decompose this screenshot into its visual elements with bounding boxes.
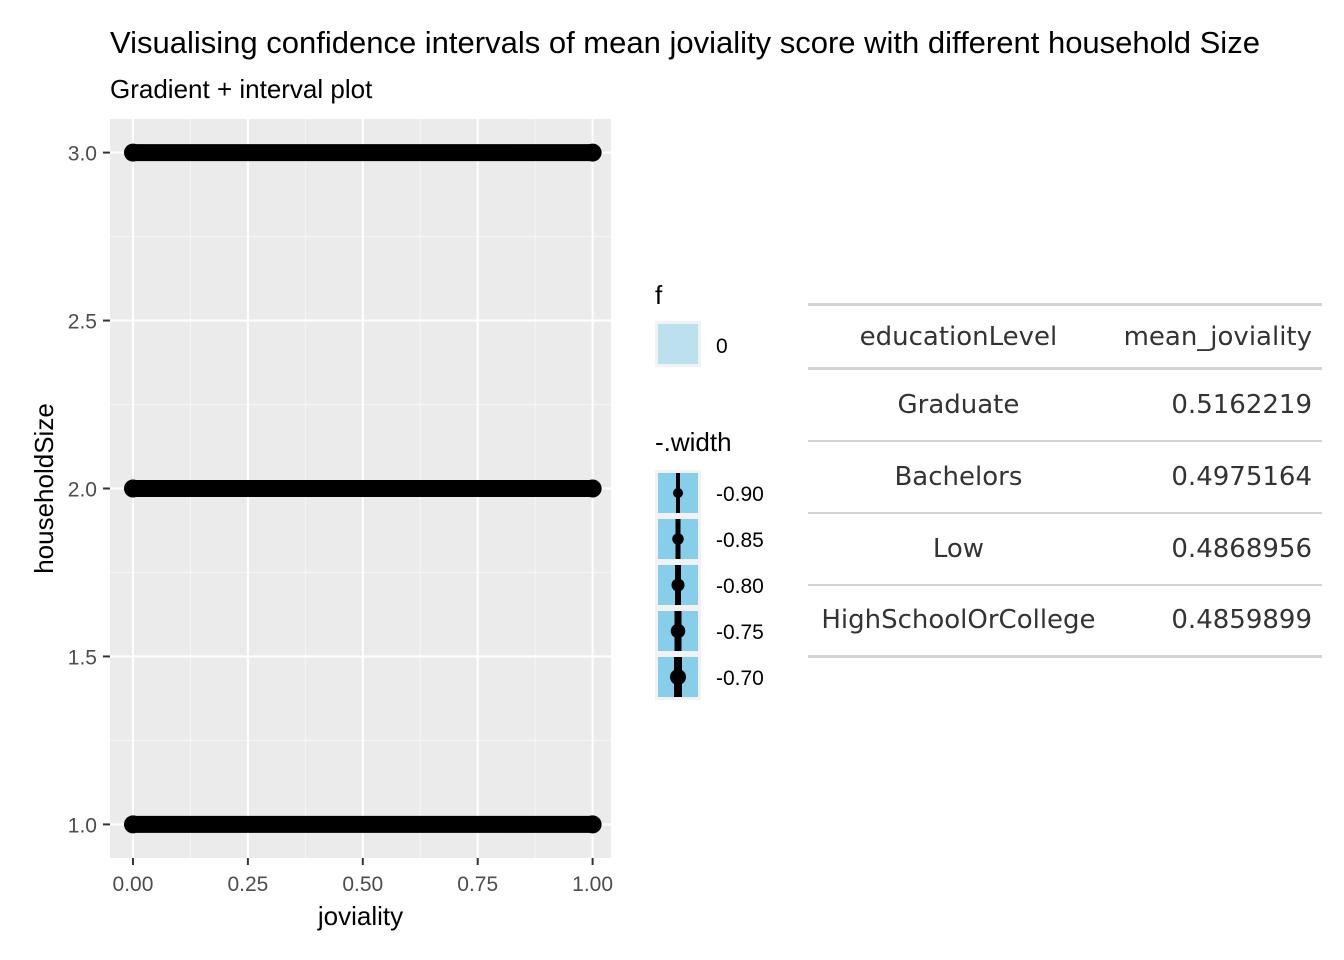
chart-subtitle: Gradient + interval plot [110,74,373,104]
table-cell-education-level: HighSchoolOrCollege [821,605,1096,636]
y-tick-label: 1.0 [68,814,97,837]
legend-label: -0.70 [716,667,764,690]
x-tick-label: 1.00 [572,873,613,896]
legend-key-point [670,669,686,685]
column-header-education-level: educationLevel [859,321,1058,352]
legend-title-fill: f [655,280,663,310]
legend-label: -0.90 [716,483,764,506]
y-tick-label: 2.0 [68,479,97,502]
x-tick-label: 0.00 [113,873,154,896]
interval-endpoint [583,479,602,498]
table-header-row: educationLevel mean_joviality [808,304,1322,369]
table-cell-education-level: Low [932,533,985,564]
y-tick-label: 1.5 [68,646,97,669]
interval-endpoint [123,143,142,162]
legend-label: -0.80 [716,575,764,598]
x-tick-label: 0.75 [457,873,498,896]
column-header-mean-joviality: mean_joviality [1123,321,1312,352]
education-joviality-table: educationLevel mean_joviality Graduate 0… [808,303,1322,658]
y-tick-label: 2.5 [68,311,97,334]
table-cell-education-level: Graduate [897,389,1020,420]
legend-key-point [673,488,683,498]
legend-title-width: -.width [655,427,732,457]
interval-endpoint [583,815,602,834]
table-row: Low 0.4868956 [808,513,1322,585]
legend: f 0 -.width -0.90 -0.85 -0.80 -0.75 -0.70 [655,280,764,700]
legend-key-point [670,623,686,639]
table-row: Bachelors 0.4975164 [808,441,1322,513]
x-axis-label: joviality [317,901,403,931]
table-cell-mean-joviality: 0.4859899 [1171,605,1312,636]
table-cell-mean-joviality: 0.5162219 [1171,389,1312,420]
legend-key-fill [658,324,698,364]
table-cell-education-level: Bachelors [894,461,1023,492]
legend-label: 0 [716,335,728,358]
interval-endpoint [123,479,142,498]
interval-layer [123,143,602,834]
table-cell-mean-joviality: 0.4975164 [1171,461,1312,492]
axes: 0.00 0.25 0.50 0.75 1.00 1.0 1.5 2.0 2.5 3.0 [68,143,613,896]
table-cell-mean-joviality: 0.4868956 [1171,533,1312,564]
y-tick-label: 3.0 [68,143,97,166]
interval-endpoint [123,815,142,834]
x-tick-label: 0.50 [342,873,383,896]
x-tick-label: 0.25 [227,873,268,896]
legend-label: -0.75 [716,621,764,644]
legend-key-point [671,578,685,592]
interval-endpoint [583,143,602,162]
legend-label: -0.85 [716,529,764,552]
table-row: Graduate 0.5162219 [808,369,1322,441]
y-axis-label: householdSize [29,403,59,574]
chart-title: Visualising confidence intervals of mean… [110,25,1260,60]
legend-key-point [672,533,684,545]
table-row: HighSchoolOrCollege 0.4859899 [808,585,1322,657]
